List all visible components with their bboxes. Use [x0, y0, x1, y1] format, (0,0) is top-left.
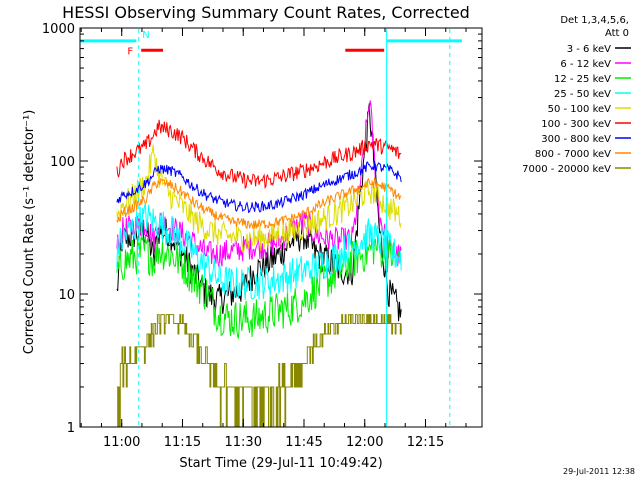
y-axis-label-text: Corrected Count Rate (s⁻¹ detector⁻¹) [22, 110, 37, 355]
legend-label: 100 - 300 keV [541, 119, 611, 130]
legend-label: 800 - 7000 keV [535, 149, 611, 160]
y-tick-label: 10 [58, 288, 75, 303]
x-tick-label: 12:15 [407, 435, 444, 450]
x-tick-label: 11:45 [285, 435, 322, 450]
legend-label: 25 - 50 keV [554, 89, 611, 100]
legend-label: 50 - 100 keV [548, 104, 612, 115]
timestamp: 29-Jul-2011 12:38 [563, 467, 635, 476]
legend: Det 1,3,4,5,6, Att 0 3 - 6 keV 6 - 12 keV 12… [522, 15, 631, 175]
y-tick-label: 1 [67, 421, 75, 436]
legend-label: 12 - 25 keV [554, 74, 611, 85]
series-line-2 [116, 231, 402, 340]
chart-title: HESSI Observing Summary Count Rates, Cor… [62, 3, 470, 22]
x-tick-label: 11:15 [164, 435, 201, 450]
legend-label: 7000 - 20000 keV [522, 164, 611, 175]
legend-header: Det 1,3,4,5,6, [560, 15, 629, 26]
legend-label: 3 - 6 keV [567, 44, 611, 55]
series-line-5 [116, 119, 402, 190]
legend-label: 6 - 12 keV [560, 59, 611, 70]
x-tick-label: 11:30 [225, 435, 262, 450]
y-tick-label: 100 [50, 155, 75, 170]
plot-frame [79, 27, 483, 428]
series-line-3 [116, 203, 402, 300]
series-layer [116, 100, 402, 427]
y-axis-label: Corrected Count Rate (s⁻¹ detector⁻¹) [22, 110, 37, 355]
series-line-7 [116, 177, 402, 229]
y-tick-label: 1000 [42, 22, 75, 37]
marker-label-9: N [142, 30, 149, 41]
x-tick-label: 11:00 [103, 435, 140, 450]
x-axis-label: Start Time (29-Jul-11 10:49:42) [179, 456, 382, 471]
legend-label: 300 - 800 keV [541, 134, 611, 145]
x-tick-label: 12:00 [346, 435, 383, 450]
marker-label-8: F [127, 46, 133, 57]
legend-header: Att 0 [605, 28, 629, 39]
marker-layer: FN [79, 29, 462, 427]
series-line-6 [116, 160, 402, 214]
tick-layer: 1 10 100 1000 11:00 11:15 11:30 11:45 12:00 12:15 [42, 22, 482, 450]
series-line-8 [116, 314, 402, 427]
series-line-1 [116, 100, 402, 268]
